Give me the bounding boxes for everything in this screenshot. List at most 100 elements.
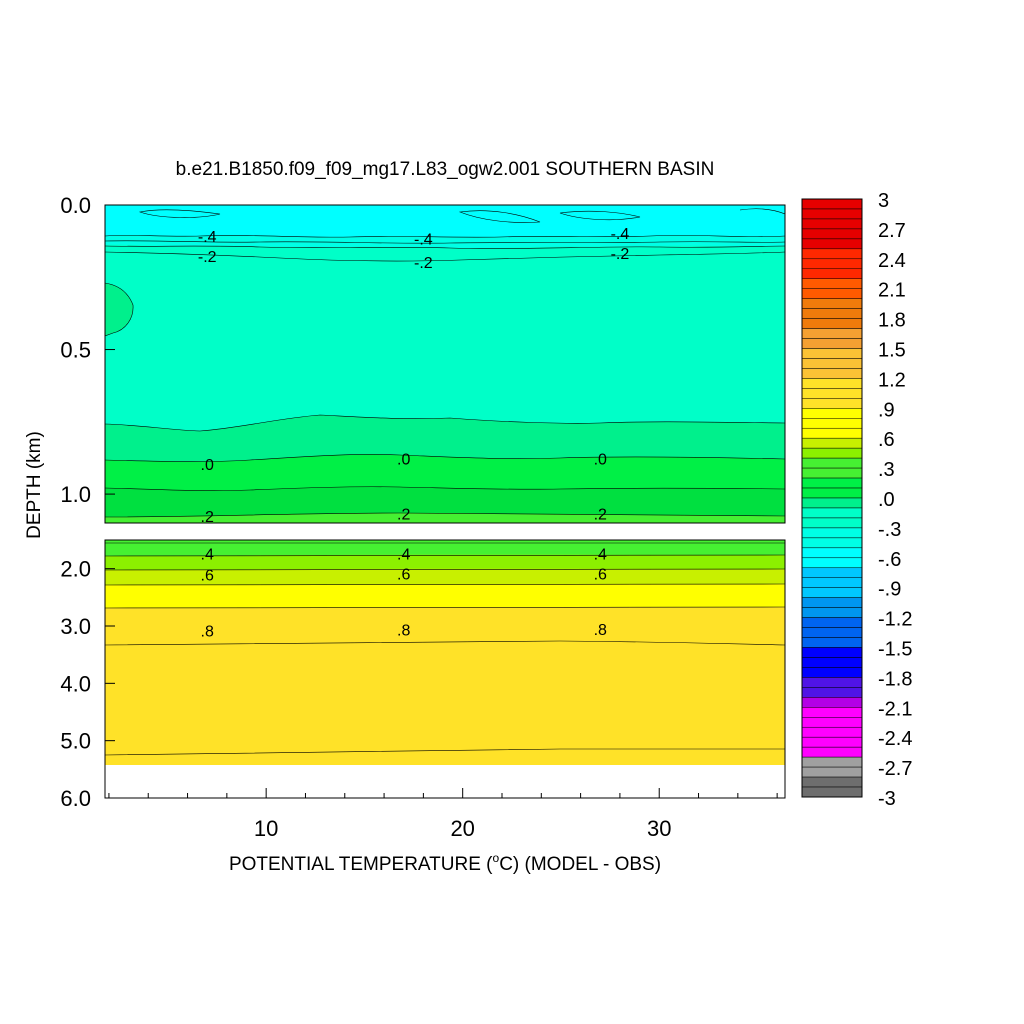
upper-band-cyan xyxy=(105,205,785,238)
colorbar-frame xyxy=(801,198,863,798)
colorbar-box xyxy=(801,507,863,519)
contour-label: -.2 xyxy=(198,249,217,266)
x-axis-title: POTENTIAL TEMPERATURE (oC) (MODEL - OBS) xyxy=(229,851,661,875)
contour-label: .4 xyxy=(594,546,607,563)
colorbar-box xyxy=(801,268,863,279)
y-tick-label: 3.0 xyxy=(60,614,91,639)
colorbar-box xyxy=(801,527,863,539)
upper-band-green-light xyxy=(105,513,785,523)
colorbar-label: .0 xyxy=(878,489,895,511)
colorbar-label: -.3 xyxy=(878,519,901,541)
colorbar-box xyxy=(801,308,863,319)
colorbar-label: -1.2 xyxy=(878,609,912,631)
contour-label: .6 xyxy=(201,568,214,585)
colorbar-box xyxy=(801,467,863,479)
colorbar-label: -1.5 xyxy=(878,639,912,661)
colorbar-box xyxy=(801,368,863,379)
upper-plot-frame xyxy=(104,204,786,524)
colorbar-box xyxy=(801,398,863,409)
contour-label: .2 xyxy=(201,509,214,526)
y-axis-title: DEPTH (km) xyxy=(24,431,45,539)
upper-contour-labels: -.4 -.4 -.4 -.2 -.2 -.2 .0 .0 .0 .2 .2 .2 xyxy=(198,226,629,526)
upper-y-axis: 0.0 0.5 1.0 xyxy=(60,193,115,507)
colorbar-box xyxy=(801,497,863,509)
contour-label: .6 xyxy=(594,566,607,583)
lower-y-axis: 2.0 3.0 4.0 5.0 6.0 xyxy=(60,557,115,811)
contour-label: .8 xyxy=(397,623,410,640)
x-axis-title-degree: o xyxy=(493,851,500,865)
x-tick-label: 30 xyxy=(647,816,671,841)
lower-contour-fill xyxy=(105,540,785,798)
colorbar-box xyxy=(801,318,863,329)
colorbar-box xyxy=(801,647,863,658)
contour-label: -.4 xyxy=(198,229,217,246)
colorbar: 3 2.7 2.4 2.1 1.8 1.5 1.2 .9 .6 .3 .0 -.3 -.6 -.9 -1.2… xyxy=(801,190,912,810)
y-tick-label: 6.0 xyxy=(60,786,91,811)
lower-plot-frame xyxy=(104,539,786,799)
colorbar-box xyxy=(801,358,863,369)
upper-band-cyan-2 xyxy=(105,235,785,249)
colorbar-box xyxy=(801,447,863,459)
contour-label: .2 xyxy=(397,506,410,523)
colorbar-box xyxy=(801,258,863,270)
colorbar-box xyxy=(801,427,863,439)
colorbar-box xyxy=(801,736,863,748)
colorbar-label: -2.7 xyxy=(878,758,912,780)
lower-band-green-light xyxy=(105,540,785,556)
colorbar-box xyxy=(801,457,863,469)
colorbar-box xyxy=(801,726,863,738)
colorbar-box xyxy=(801,338,863,349)
colorbar-box xyxy=(801,517,863,529)
colorbar-box xyxy=(801,657,863,668)
colorbar-box xyxy=(801,487,863,499)
contour-label: .8 xyxy=(594,622,607,639)
upper-blob-left xyxy=(105,283,134,336)
colorbar-box xyxy=(801,238,863,250)
x-axis: 10 20 30 xyxy=(108,788,778,841)
colorbar-label: -.9 xyxy=(878,579,901,601)
colorbar-label: 3 xyxy=(878,190,889,212)
colorbar-box xyxy=(801,607,863,618)
colorbar-box xyxy=(801,248,863,260)
y-tick-label: 2.0 xyxy=(60,557,91,582)
colorbar-label: 2.1 xyxy=(878,280,906,302)
contour-label: .4 xyxy=(397,546,410,563)
lower-panel: .4 .4 .4 .6 .6 .6 .8 .8 .8 2.0 3.0 4.0 5.0 6.0 10 20 3… xyxy=(60,539,786,841)
colorbar-box xyxy=(801,557,863,569)
colorbar-box xyxy=(801,687,863,698)
contour-label: .6 xyxy=(397,566,410,583)
x-tick-label: 10 xyxy=(254,816,278,841)
y-tick-label: 5.0 xyxy=(60,729,91,754)
upper-contour-lines xyxy=(105,208,785,518)
y-tick-label: 1.0 xyxy=(60,482,91,507)
colorbar-label: .3 xyxy=(878,459,895,481)
colorbar-box xyxy=(801,437,863,449)
colorbar-box xyxy=(801,717,863,728)
colorbar-label: -1.8 xyxy=(878,668,912,690)
contour-label: .0 xyxy=(397,451,410,468)
colorbar-box xyxy=(801,597,863,608)
colorbar-box xyxy=(801,288,863,299)
contour-label: -.2 xyxy=(414,255,433,272)
lower-contour-labels: .4 .4 .4 .6 .6 .6 .8 .8 .8 xyxy=(201,546,608,640)
colorbar-box xyxy=(801,677,863,688)
contour-label: -.4 xyxy=(611,226,630,243)
colorbar-label: -3 xyxy=(878,788,896,810)
colorbar-box xyxy=(801,547,863,559)
colorbar-box xyxy=(801,408,863,419)
y-tick-label: 0.0 xyxy=(60,193,91,218)
colorbar-box xyxy=(801,208,863,220)
colorbar-box xyxy=(801,298,863,309)
x-tick-label: 20 xyxy=(450,816,474,841)
x-axis-title-main: POTENTIAL TEMPERATURE ( xyxy=(229,854,493,875)
colorbar-box xyxy=(801,667,863,678)
colorbar-box xyxy=(801,228,863,240)
colorbar-box xyxy=(801,707,863,718)
colorbar-label: -2.1 xyxy=(878,698,912,720)
colorbar-box xyxy=(801,756,863,768)
colorbar-label: .6 xyxy=(878,429,895,451)
contour-label: .2 xyxy=(594,506,607,523)
colorbar-box xyxy=(801,627,863,638)
upper-panel: -.4 -.4 -.4 -.2 -.2 -.2 .0 .0 .0 .2 .2 .2 0.0 0.5 1.0 xyxy=(60,193,786,526)
colorbar-box xyxy=(801,477,863,489)
